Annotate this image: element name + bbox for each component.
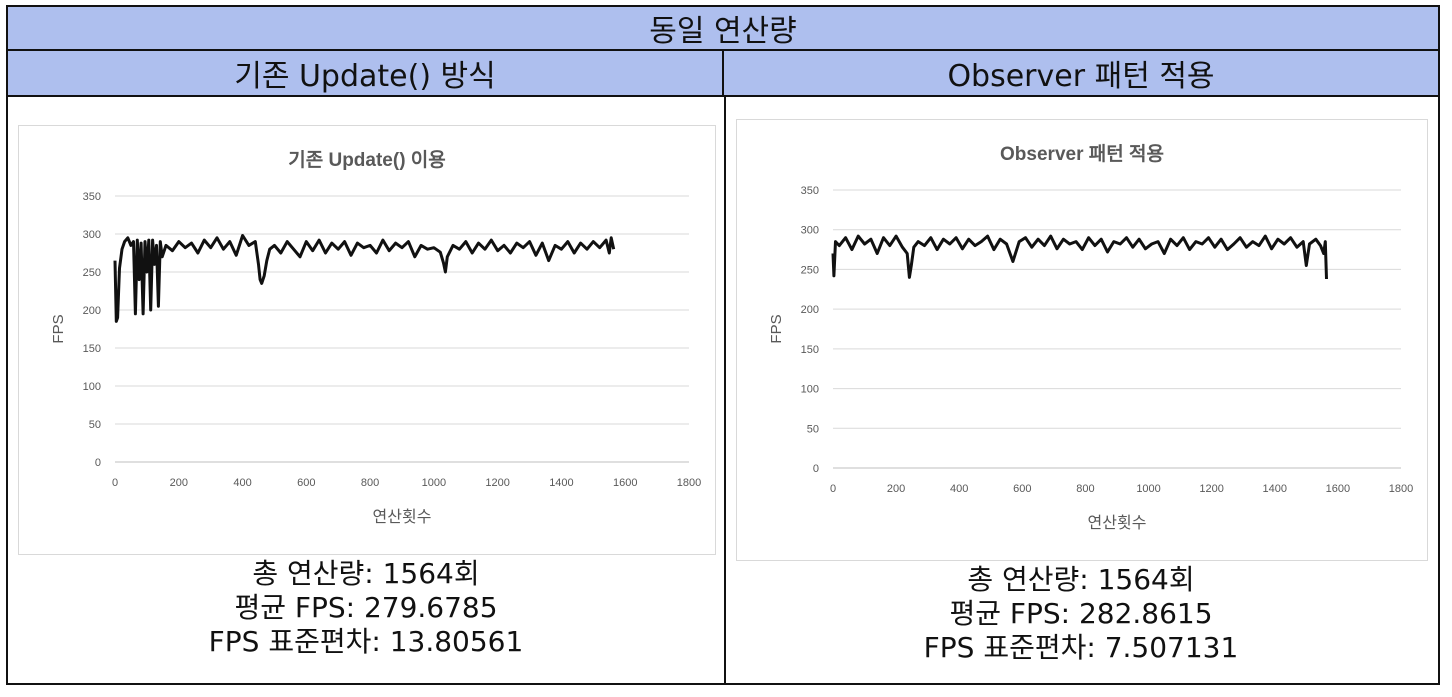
chart-update-svg: 기존 Update() 이용 0 50 100 150 200 250 300 350 0 200 4… — [50, 149, 701, 526]
x-tick-label: 1200 — [485, 477, 509, 489]
chart-observer: Observer 패턴 적용 0 50 100 150 200 250 300 350 0 200 4… — [736, 119, 1428, 561]
x-tick-label: 200 — [887, 483, 905, 495]
y-tick-label: 150 — [83, 343, 101, 355]
y-tick-label: 0 — [95, 457, 101, 469]
x-tick-label: 400 — [950, 483, 968, 495]
x-tick-label: 400 — [233, 477, 251, 489]
y-tick-label: 300 — [83, 229, 101, 241]
stat-avg-fps: 평균 FPS: 279.6785 — [234, 591, 498, 624]
y-tick-label: 250 — [801, 264, 819, 276]
x-tick-label: 0 — [112, 477, 118, 489]
x-tick-label: 1000 — [1136, 483, 1160, 495]
x-tick-label: 1400 — [549, 477, 573, 489]
x-tick-label: 200 — [170, 477, 188, 489]
y-axis-label: FPS — [768, 314, 785, 343]
y-tick-label: 200 — [801, 304, 819, 316]
x-tick-label: 600 — [297, 477, 315, 489]
y-tick-label: 50 — [807, 423, 819, 435]
y-tick-label: 300 — [801, 225, 819, 237]
x-tick-label: 800 — [1076, 483, 1094, 495]
stat-avg-fps: 평균 FPS: 282.8615 — [949, 597, 1213, 630]
stat-total-ops: 총 연산량: 1564회 — [252, 557, 480, 590]
x-tick-label: 1800 — [677, 477, 701, 489]
stats-update: 총 연산량: 1564회 평균 FPS: 279.6785 FPS 표준편차: … — [18, 557, 714, 659]
series-line — [113, 234, 616, 323]
x-axis-label: 연산횟수 — [373, 508, 432, 526]
x-tick-label: 1200 — [1199, 483, 1223, 495]
stats-observer: 총 연산량: 1564회 평균 FPS: 282.8615 FPS 표준편차: … — [736, 563, 1426, 665]
table-title: 동일 연산량 — [8, 7, 1438, 51]
x-tick-label: 1600 — [613, 477, 637, 489]
column-header-update: 기존 Update() 방식 — [8, 51, 724, 97]
x-tick-label: 0 — [830, 483, 836, 495]
stat-fps-stddev: FPS 표준편차: 7.507131 — [923, 631, 1239, 664]
chart-title: Observer 패턴 적용 — [1000, 143, 1164, 165]
y-tick-label: 150 — [801, 344, 819, 356]
y-tick-label: 250 — [83, 267, 101, 279]
y-tick-label: 200 — [83, 305, 101, 317]
x-tick-label: 1600 — [1326, 483, 1350, 495]
column-header-observer: Observer 패턴 적용 — [724, 51, 1438, 97]
comparison-table: 동일 연산량 기존 Update() 방식 Observer 패턴 적용 기존 … — [6, 5, 1440, 685]
stat-fps-stddev: FPS 표준편차: 13.80561 — [208, 625, 524, 658]
y-tick-label: 350 — [801, 185, 819, 197]
y-tick-label: 50 — [89, 419, 101, 431]
y-tick-label: 100 — [801, 384, 819, 396]
x-tick-label: 600 — [1013, 483, 1031, 495]
chart-title: 기존 Update() 이용 — [288, 149, 446, 171]
x-tick-label: 1000 — [422, 477, 446, 489]
series-line — [831, 234, 1328, 280]
x-tick-label: 1400 — [1263, 483, 1287, 495]
chart-update: 기존 Update() 이용 0 50 100 150 200 250 300 350 0 200 4… — [18, 125, 716, 555]
y-tick-label: 100 — [83, 381, 101, 393]
column-divider — [724, 97, 726, 683]
x-axis-label: 연산횟수 — [1088, 514, 1147, 532]
stat-total-ops: 총 연산량: 1564회 — [967, 563, 1195, 596]
y-axis-label: FPS — [50, 314, 67, 343]
x-tick-label: 800 — [361, 477, 379, 489]
y-tick-label: 0 — [813, 463, 819, 475]
chart-observer-svg: Observer 패턴 적용 0 50 100 150 200 250 300 350 0 200 4… — [768, 143, 1413, 532]
x-tick-label: 1800 — [1389, 483, 1413, 495]
y-tick-label: 350 — [83, 191, 101, 203]
